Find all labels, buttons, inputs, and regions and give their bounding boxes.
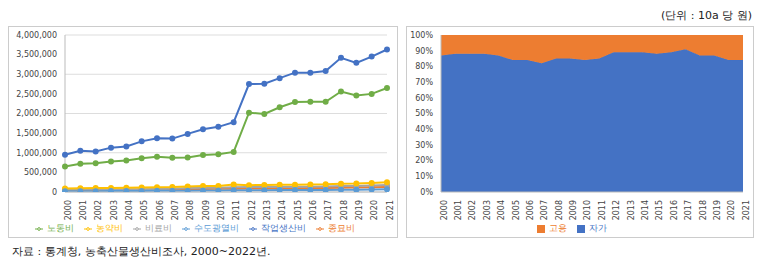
svg-text:2018: 2018	[699, 200, 708, 220]
svg-text:2013: 2013	[627, 200, 636, 220]
html-text:노동비: 노동비	[47, 223, 74, 233]
svg-text:2003: 2003	[110, 200, 119, 220]
svg-text:2016: 2016	[670, 200, 679, 220]
svg-text:2020: 2020	[727, 200, 736, 220]
html-text:비료비: 비료비	[145, 223, 172, 233]
svg-text:50%: 50%	[415, 109, 433, 118]
svg-text:2015: 2015	[294, 200, 303, 220]
svg-text:2004: 2004	[497, 200, 506, 220]
svg-text:2021: 2021	[386, 200, 395, 220]
html-text:농약비: 농약비	[96, 223, 123, 233]
svg-text:2010: 2010	[583, 200, 592, 220]
svg-text:2013: 2013	[263, 200, 272, 220]
svg-text:2016: 2016	[309, 200, 318, 220]
svg-text:80%: 80%	[415, 62, 433, 71]
svg-text:2003: 2003	[483, 200, 492, 220]
svg-text:1,000,000: 1,000,000	[16, 149, 57, 158]
svg-text:2005: 2005	[512, 200, 521, 220]
svg-text:3,000,000: 3,000,000	[16, 70, 57, 79]
svg-text:2008: 2008	[186, 200, 195, 220]
svg-text:500,000: 500,000	[24, 168, 57, 177]
svg-text:2007: 2007	[540, 200, 549, 220]
svg-text:10%: 10%	[415, 172, 433, 181]
svg-text:2014: 2014	[641, 200, 650, 220]
svg-text:100%: 100%	[410, 31, 433, 40]
svg-text:2009: 2009	[569, 200, 578, 220]
svg-text:2020: 2020	[370, 200, 379, 220]
svg-text:2001: 2001	[454, 200, 463, 220]
svg-text:2010: 2010	[217, 200, 226, 220]
svg-text:2009: 2009	[202, 200, 211, 220]
svg-text:2012: 2012	[248, 200, 257, 220]
svg-text:2006: 2006	[526, 200, 535, 220]
svg-text:2000: 2000	[64, 200, 73, 220]
svg-text:2000: 2000	[440, 200, 449, 220]
html-text:작업생산비: 작업생산비	[261, 223, 306, 233]
svg-text:20%: 20%	[415, 156, 433, 165]
svg-text:4,000,000: 4,000,000	[16, 31, 57, 40]
svg-text:2015: 2015	[655, 200, 664, 220]
svg-text:0: 0	[52, 188, 57, 197]
svg-text:0%: 0%	[420, 188, 433, 197]
svg-text:1,500,000: 1,500,000	[16, 129, 57, 138]
html-text:수도광열비: 수도광열비	[194, 223, 239, 233]
svg-text:2018: 2018	[340, 200, 349, 220]
svg-text:30%: 30%	[415, 141, 433, 150]
svg-text:2001: 2001	[79, 200, 88, 220]
svg-text:2004: 2004	[125, 200, 134, 220]
html-text:종묘비: 종묘비	[328, 223, 355, 233]
svg-text:2019: 2019	[713, 200, 722, 220]
html-text:(단위 : 10a 당 원): (단위 : 10a 당 원)	[661, 9, 752, 22]
svg-text:2002: 2002	[94, 200, 103, 220]
svg-text:60%: 60%	[415, 94, 433, 103]
svg-text:2,000,000: 2,000,000	[16, 109, 57, 118]
svg-text:90%: 90%	[415, 47, 433, 56]
svg-text:2017: 2017	[684, 200, 693, 220]
svg-text:2005: 2005	[140, 200, 149, 220]
svg-text:2,500,000: 2,500,000	[16, 90, 57, 99]
svg-text:2006: 2006	[156, 200, 165, 220]
html-text:고용: 고용	[549, 223, 567, 233]
svg-text:3,500,000: 3,500,000	[16, 50, 57, 59]
svg-text:2017: 2017	[324, 200, 333, 220]
svg-text:40%: 40%	[415, 125, 433, 134]
svg-text:2011: 2011	[598, 200, 607, 220]
html-text:자가: 자가	[589, 223, 607, 233]
svg-text:2021: 2021	[742, 200, 751, 220]
svg-text:2002: 2002	[468, 200, 477, 220]
svg-text:2007: 2007	[171, 200, 180, 220]
svg-text:2011: 2011	[232, 200, 241, 220]
html-text:자료 : 통계청, 농축산물생산비조사, 2000~2022: 자료 : 통계청, 농축산물생산비조사, 2000~2022년.	[12, 245, 271, 258]
svg-text:2012: 2012	[612, 200, 621, 220]
svg-text:2014: 2014	[278, 200, 287, 220]
svg-text:70%: 70%	[415, 78, 433, 87]
svg-text:2008: 2008	[555, 200, 564, 220]
svg-text:2019: 2019	[355, 200, 364, 220]
